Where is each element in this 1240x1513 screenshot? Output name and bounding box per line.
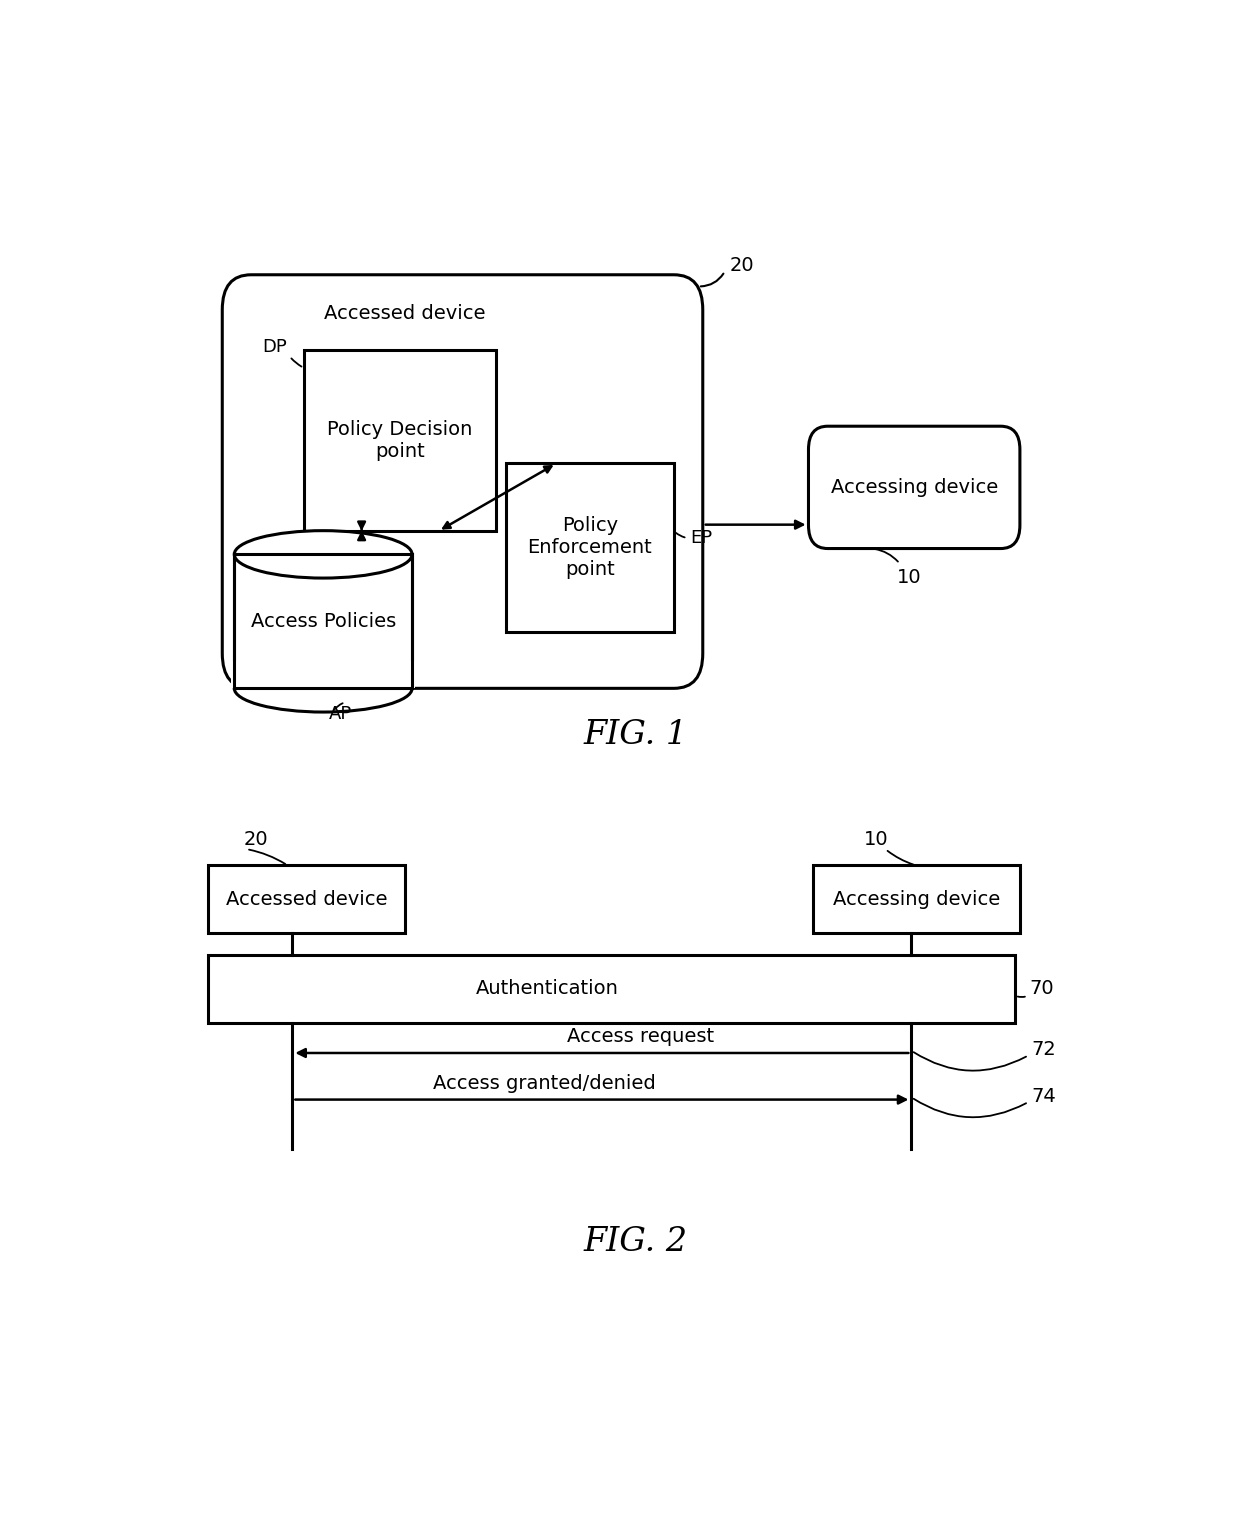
FancyBboxPatch shape <box>208 955 1016 1023</box>
Text: Policy Decision
point: Policy Decision point <box>327 421 472 461</box>
Text: Accessing device: Accessing device <box>831 478 998 496</box>
Text: 10: 10 <box>897 569 921 587</box>
Text: Access granted/denied: Access granted/denied <box>433 1074 656 1092</box>
FancyBboxPatch shape <box>813 865 1019 934</box>
Bar <box>232 661 415 688</box>
Text: Accessing device: Accessing device <box>833 890 1001 909</box>
Ellipse shape <box>234 531 412 578</box>
FancyBboxPatch shape <box>208 865 404 934</box>
FancyBboxPatch shape <box>808 427 1019 549</box>
Text: 74: 74 <box>1032 1086 1056 1106</box>
Text: FIG. 2: FIG. 2 <box>584 1226 687 1257</box>
Text: EP: EP <box>691 530 713 548</box>
Bar <box>234 554 412 688</box>
Text: 20: 20 <box>243 831 268 849</box>
Text: 70: 70 <box>1029 979 1054 999</box>
Text: AP: AP <box>329 705 352 723</box>
Text: Access Policies: Access Policies <box>250 611 396 631</box>
Text: Access request: Access request <box>567 1027 714 1045</box>
Text: Accessed device: Accessed device <box>226 890 387 909</box>
Text: FIG. 1: FIG. 1 <box>584 719 687 750</box>
FancyBboxPatch shape <box>222 275 703 688</box>
Text: 72: 72 <box>1032 1039 1056 1059</box>
FancyBboxPatch shape <box>506 463 675 632</box>
Text: Policy
Enforcement
point: Policy Enforcement point <box>527 516 652 579</box>
Ellipse shape <box>234 664 412 713</box>
FancyBboxPatch shape <box>304 351 496 531</box>
Text: Authentication: Authentication <box>475 979 619 999</box>
Text: Accessed device: Accessed device <box>324 304 486 322</box>
Text: 10: 10 <box>863 831 888 849</box>
Bar <box>234 554 412 688</box>
Text: 20: 20 <box>729 256 754 275</box>
Text: DP: DP <box>263 337 288 356</box>
